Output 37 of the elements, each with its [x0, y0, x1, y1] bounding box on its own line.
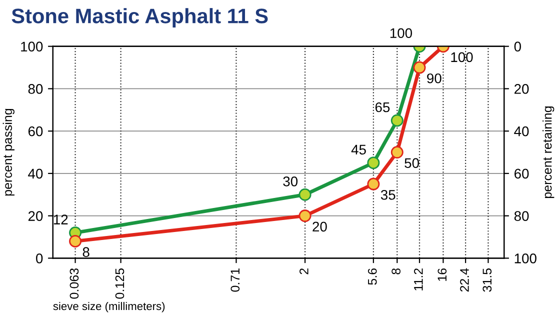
- chart-title: Stone Mastic Asphalt 11 S: [12, 8, 268, 28]
- data-label: 35: [380, 190, 396, 200]
- x-tick-label: 0.71: [230, 268, 240, 292]
- data-label: 45: [351, 144, 366, 155]
- data-label: 30: [283, 176, 298, 186]
- data-label: 65: [375, 102, 390, 112]
- y-tick-label: 80: [28, 84, 43, 94]
- y-tick-label: 100: [21, 42, 43, 52]
- y2-tick-label: 60: [514, 168, 529, 179]
- y2-tick-label: 100: [514, 254, 536, 264]
- y-tick-label: 0: [36, 254, 43, 264]
- data-label: 100: [451, 52, 473, 62]
- y-tick-label: 60: [28, 126, 43, 136]
- data-label: 20: [312, 222, 327, 232]
- data-label: 12: [54, 214, 68, 224]
- x-axis-title: sieve size (millimeters): [53, 302, 165, 312]
- x-tick-label: 16: [438, 268, 447, 281]
- y2-tick-label: 40: [514, 126, 529, 136]
- data-label: 50: [404, 158, 419, 168]
- x-tick-label: 0.125: [115, 268, 124, 299]
- y2-tick-label: 20: [514, 84, 529, 94]
- x-tick-label: 31.5: [482, 268, 492, 292]
- data-label: 90: [427, 73, 442, 84]
- x-tick-label: 0.063: [70, 268, 79, 299]
- y2-tick-label: 80: [514, 211, 529, 221]
- data-label: 100: [390, 28, 412, 38]
- y2-axis-title: percent retaining: [542, 106, 554, 198]
- y-tick-label: 40: [28, 168, 43, 179]
- x-tick-label: 22.4: [460, 268, 469, 292]
- x-tick-label: 8: [392, 268, 400, 274]
- x-tick-label: 2: [300, 268, 308, 274]
- x-tick-label: 11.2: [414, 268, 423, 290]
- y2-tick-label: 0: [514, 42, 521, 52]
- y-axis-title: percent passing: [2, 108, 14, 196]
- y-tick-label: 20: [28, 211, 43, 221]
- data-label: 8: [82, 247, 90, 257]
- x-tick-label: 5.6: [368, 268, 377, 285]
